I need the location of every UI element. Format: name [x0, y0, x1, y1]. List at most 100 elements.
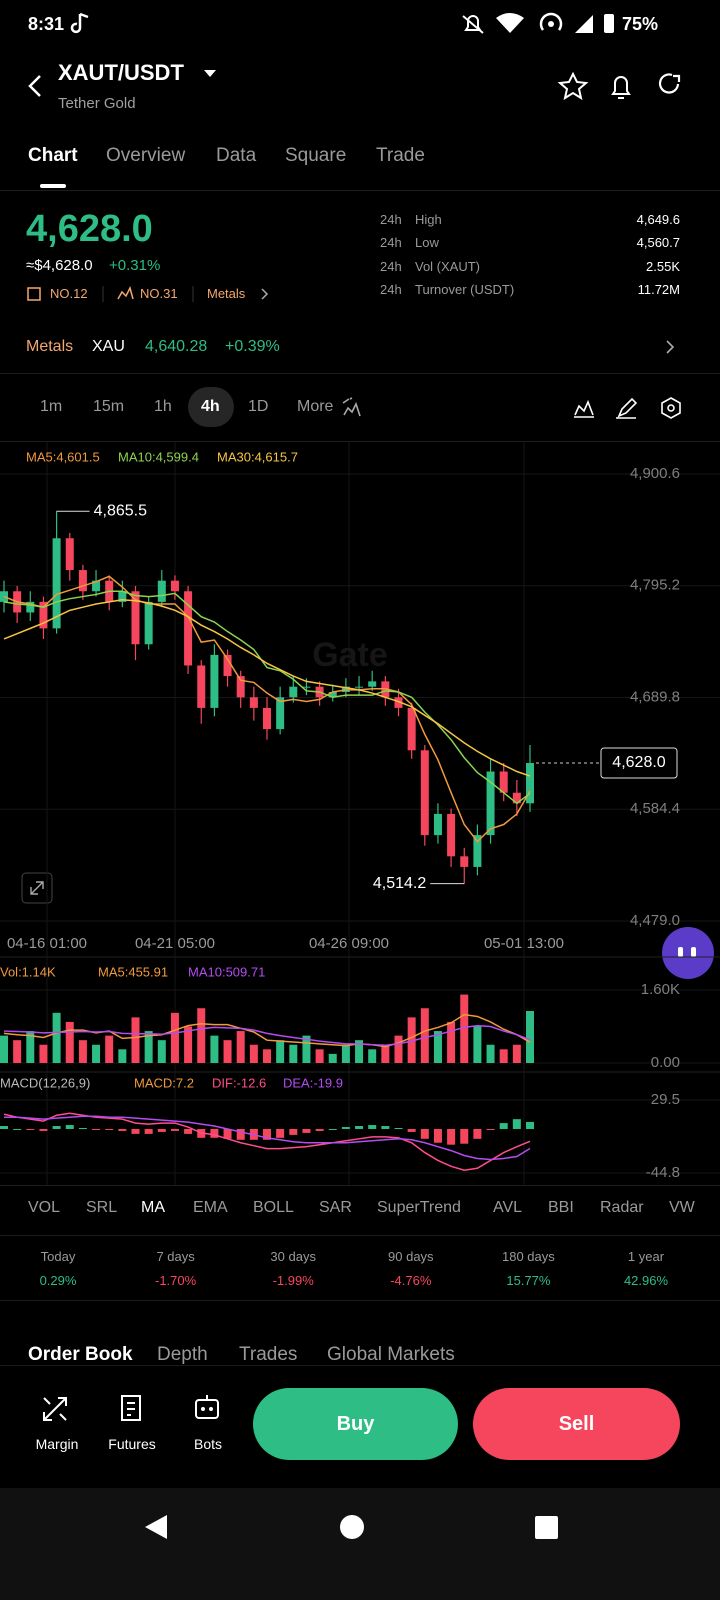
decoration — [121, 1395, 141, 1421]
candle-body — [302, 686, 311, 688]
draw-tool[interactable] — [616, 397, 638, 419]
sell-button[interactable]: Sell — [473, 1388, 680, 1460]
volume-bar — [381, 1044, 390, 1063]
candle-body — [197, 665, 206, 708]
interval-more[interactable]: More — [297, 398, 334, 415]
kline-chart[interactable]: Gate 4,900.6 4,795.2 4,689.8 4,584.4 4,479.0… — [0, 441, 720, 1186]
candle-body — [368, 681, 377, 687]
decoration — [462, 15, 484, 34]
macd-bar — [512, 1119, 521, 1129]
indicator-tab[interactable]: VW — [669, 1199, 695, 1216]
indicator-tab[interactable]: SAR — [319, 1199, 352, 1216]
interval[interactable]: 15m — [93, 398, 125, 415]
buy-button[interactable]: Buy — [253, 1388, 458, 1460]
macd-bar — [420, 1128, 429, 1139]
macd-bar — [13, 1128, 22, 1130]
legend-entry: MA5:4,601.5 — [26, 449, 100, 464]
nav-home[interactable] — [340, 1515, 364, 1539]
metals-price: 4,640.28 — [145, 338, 208, 355]
assistant-bubble[interactable] — [662, 927, 714, 979]
indicator-tab[interactable]: SRL — [86, 1199, 118, 1216]
y-tick-label: 4,479.0 — [630, 912, 680, 929]
action-label[interactable]: Futures — [108, 1436, 156, 1452]
fullscreen-button[interactable] — [21, 872, 53, 904]
performance-period: Today — [40, 1249, 76, 1264]
macd-bar — [0, 1126, 8, 1129]
macd-bar — [223, 1128, 232, 1139]
divider — [0, 1300, 720, 1301]
rank-badge[interactable]: NO.12 — [50, 286, 88, 301]
tab[interactable]: Square — [285, 145, 347, 166]
candle-body — [512, 792, 521, 804]
legend-entry: DEA:-19.9 — [283, 1075, 343, 1090]
tab[interactable]: Data — [216, 145, 257, 166]
divider — [0, 1235, 720, 1236]
nav-recents[interactable] — [535, 1516, 558, 1539]
market-tab[interactable]: Global Markets — [327, 1344, 455, 1365]
legend-entry: MA10:4,599.4 — [118, 449, 199, 464]
tab[interactable]: Trade — [376, 145, 425, 166]
candle-body — [170, 580, 179, 592]
volume-bar — [0, 1035, 8, 1063]
indicator-tab[interactable]: EMA — [193, 1199, 228, 1216]
market-tab[interactable]: Order Book — [28, 1344, 133, 1365]
action-label[interactable]: Bots — [193, 1436, 223, 1452]
macd-bar — [447, 1128, 456, 1145]
stat-period: 24h — [380, 212, 402, 227]
interval[interactable]: 4h — [201, 398, 220, 415]
macd-bar — [473, 1128, 482, 1139]
indicator-tab[interactable]: BBI — [548, 1199, 574, 1216]
candle-body — [157, 580, 166, 602]
market-tab[interactable]: Depth — [157, 1344, 208, 1365]
decoration — [117, 285, 134, 300]
candle-body — [407, 707, 416, 751]
watermark: Gate — [312, 636, 388, 674]
y-tick-label: -44.8 — [646, 1164, 680, 1181]
divider — [0, 1185, 720, 1186]
action-label[interactable]: Margin — [35, 1436, 79, 1452]
alert-button[interactable] — [611, 76, 631, 99]
tab[interactable]: Overview — [106, 145, 186, 166]
indicator-tab[interactable]: SuperTrend — [377, 1199, 461, 1216]
candle-body — [473, 835, 482, 867]
macd-bar — [381, 1126, 390, 1129]
interval[interactable]: 1m — [40, 398, 63, 415]
category-badge[interactable]: Metals — [207, 286, 246, 301]
nav-buttons — [145, 1515, 558, 1539]
volume-bar — [302, 1035, 311, 1063]
candle-body — [447, 813, 456, 857]
nav-back[interactable] — [145, 1515, 167, 1539]
indicator-tab[interactable]: BOLL — [253, 1199, 294, 1216]
stat-value: 2.55K — [646, 258, 680, 274]
indicator-tool[interactable] — [574, 399, 594, 418]
macd-bar — [92, 1128, 101, 1130]
market-tab[interactable]: Trades — [239, 1344, 298, 1365]
macd-bar — [315, 1128, 324, 1131]
interval[interactable]: 1D — [248, 398, 269, 415]
rank-badge[interactable]: NO.31 — [140, 286, 178, 301]
indicator-tab[interactable]: AVL — [493, 1199, 523, 1216]
macd-bar — [170, 1128, 179, 1131]
performance-period: 180 days — [502, 1249, 555, 1264]
pair-title[interactable]: XAUT/USDT — [58, 60, 184, 85]
macd-bar — [105, 1128, 114, 1130]
macd-bar — [433, 1128, 442, 1143]
share-button[interactable] — [658, 73, 681, 94]
favorite-button[interactable] — [557, 71, 589, 101]
indicator-tab[interactable]: Radar — [600, 1199, 644, 1216]
indicator-tab[interactable]: MA — [141, 1199, 165, 1216]
back-button[interactable] — [28, 75, 41, 97]
pair-subtitle: Tether Gold — [58, 95, 136, 112]
interval[interactable]: 1h — [154, 398, 172, 415]
chevron[interactable] — [660, 336, 680, 360]
volume-bar — [263, 1049, 271, 1063]
stat-period: 24h — [380, 258, 402, 274]
candle-body — [236, 676, 245, 698]
indicator-tab[interactable]: VOL — [28, 1199, 61, 1216]
volume-bar — [144, 1031, 153, 1063]
settings-tool[interactable] — [661, 397, 681, 419]
divider — [0, 441, 720, 442]
usd-price: ≈$4,628.0 — [26, 257, 93, 274]
tab[interactable]: Chart — [28, 145, 78, 166]
volume-bar — [78, 1040, 87, 1063]
